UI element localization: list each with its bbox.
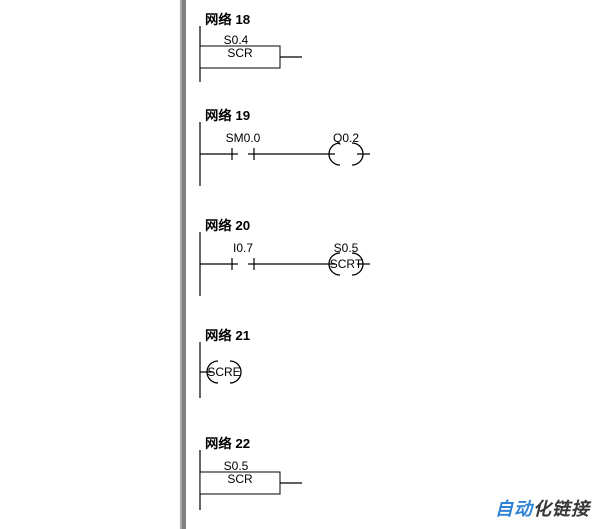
network-title: 网络 18 <box>205 11 250 27</box>
svg-text:SCR: SCR <box>227 472 253 486</box>
svg-text:Q0.2: Q0.2 <box>333 131 359 145</box>
svg-text:S0.5: S0.5 <box>224 459 249 473</box>
watermark-part-b: 化链接 <box>533 499 590 519</box>
svg-text:S0.5: S0.5 <box>334 241 359 255</box>
network-title: 网络 21 <box>205 327 251 343</box>
svg-text:SM0.0: SM0.0 <box>226 131 261 145</box>
watermark-part-a: 自动 <box>495 499 533 519</box>
ladder-svg: 网络 18S0.4SCR网络 19SM0.0Q0.2网络 20I0.7SCRTS… <box>0 0 600 529</box>
watermark: 自动化链接 <box>495 495 590 521</box>
network-title: 网络 22 <box>205 435 250 451</box>
svg-text:SCR: SCR <box>227 46 253 60</box>
svg-text:SCRT: SCRT <box>330 257 363 271</box>
svg-text:I0.7: I0.7 <box>233 241 253 255</box>
network-title: 网络 19 <box>205 107 250 123</box>
svg-text:S0.4: S0.4 <box>224 33 249 47</box>
network-title: 网络 20 <box>205 217 250 233</box>
ladder-diagram-stage: 网络 18S0.4SCR网络 19SM0.0Q0.2网络 20I0.7SCRTS… <box>0 0 600 529</box>
